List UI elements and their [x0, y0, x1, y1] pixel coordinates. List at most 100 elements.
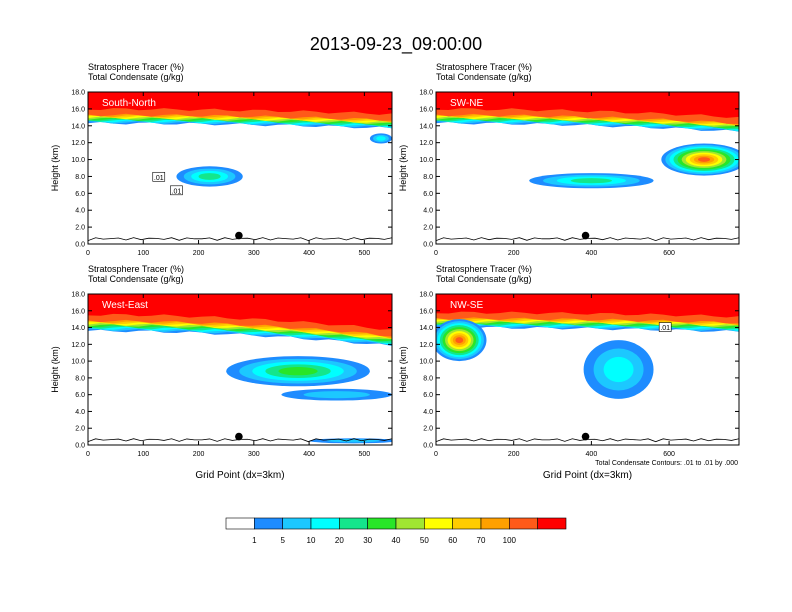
colorbar-label: 20 — [335, 536, 344, 545]
y-tick-label: 2.0 — [75, 225, 85, 232]
location-marker — [235, 231, 243, 240]
x-tick-label: 100 — [137, 451, 149, 458]
y-tick-label: 10.0 — [419, 157, 433, 164]
x-tick-label: 0 — [86, 250, 90, 257]
panel-nw-se: Stratosphere Tracer (%)Total Condensate … — [398, 264, 740, 481]
contour-label-box — [152, 171, 166, 182]
y-axis-label: Height (km) — [398, 145, 408, 192]
y-axis-label: Height (km) — [50, 346, 60, 393]
panel-title-condensate: Total Condensate (g/kg) — [436, 72, 532, 82]
tracer-patch-1-level-5 — [278, 367, 318, 376]
location-marker — [581, 432, 590, 441]
y-tick-label: 16.0 — [71, 106, 85, 113]
y-tick-label: 10.0 — [71, 157, 85, 164]
panel-title-condensate: Total Condensate (g/kg) — [88, 72, 184, 82]
y-tick-label: 2.0 — [423, 225, 433, 232]
tracer-patch-2-level-2 — [303, 391, 370, 399]
colorbar-box — [480, 517, 510, 530]
x-tick-label: 500 — [359, 451, 371, 458]
colorbar-box — [452, 517, 482, 530]
panel-label: West-East — [102, 300, 148, 311]
x-tick-label: 100 — [137, 250, 149, 257]
y-tick-label: 18.0 — [71, 292, 85, 299]
colorbar-box — [282, 517, 312, 530]
y-tick-label: 6.0 — [75, 392, 85, 399]
panel-label: SW-NE — [450, 98, 483, 109]
colorbar-box — [509, 517, 538, 530]
y-tick-label: 16.0 — [419, 308, 433, 315]
y-tick-label: 4.0 — [75, 409, 85, 416]
location-marker — [235, 432, 243, 441]
contour-label-box — [658, 322, 672, 332]
y-tick-label: 6.0 — [75, 191, 85, 198]
x-tick-label: 200 — [193, 250, 205, 257]
colorbar-box — [537, 517, 567, 530]
y-axis-label: Height (km) — [50, 145, 60, 192]
colorbar-label: 100 — [503, 536, 517, 545]
colorbar-label: 60 — [448, 536, 457, 545]
plot-area — [436, 92, 739, 244]
panel-label: South-North — [102, 98, 156, 109]
panel-west-east: Stratosphere Tracer (%)Total Condensate … — [50, 264, 393, 481]
y-tick-label: 12.0 — [419, 140, 433, 147]
panel-south-north: Stratosphere Tracer (%)Total Condensate … — [50, 62, 393, 257]
y-tick-label: 14.0 — [419, 325, 433, 332]
x-tick-label: 400 — [303, 250, 315, 257]
colorbar-box — [310, 517, 340, 530]
plot-area — [436, 294, 739, 445]
tracer-band-level-11 — [88, 294, 392, 330]
y-tick-label: 16.0 — [419, 106, 433, 113]
contour-label: .01 — [660, 325, 670, 332]
plot-frame — [435, 293, 740, 446]
colorbar: 1 5 10 20 30 40 50 60 70 100 — [225, 517, 567, 545]
colorbar-label: 40 — [392, 536, 401, 545]
y-tick-label: 0.0 — [423, 242, 433, 249]
y-tick-label: 14.0 — [71, 123, 85, 130]
y-tick-label: 4.0 — [423, 208, 433, 215]
y-tick-label: 0.0 — [75, 443, 85, 450]
x-tick-label: 0 — [86, 451, 90, 458]
tracer-band-level-11 — [436, 294, 739, 318]
x-tick-label: 400 — [303, 451, 315, 458]
y-tick-label: 0.0 — [423, 443, 433, 450]
tracer-band-level-11 — [88, 92, 392, 115]
x-tick-label: 600 — [663, 451, 675, 458]
tracer-patch-1-level-10 — [455, 337, 464, 344]
x-tick-label: 600 — [663, 250, 675, 257]
y-tick-label: 2.0 — [75, 426, 85, 433]
y-tick-label: 6.0 — [423, 191, 433, 198]
y-tick-label: 8.0 — [75, 375, 85, 382]
x-tick-label: 200 — [193, 451, 205, 458]
y-tick-label: 8.0 — [423, 375, 433, 382]
x-tick-label: 400 — [586, 451, 598, 458]
y-tick-label: 10.0 — [419, 359, 433, 366]
panel-sw-ne: Stratosphere Tracer (%)Total Condensate … — [398, 62, 740, 257]
y-tick-label: 12.0 — [71, 140, 85, 147]
contour-label: .01 — [172, 188, 182, 195]
panel-title-condensate: Total Condensate (g/kg) — [436, 274, 532, 284]
x-tick-label: 200 — [508, 250, 520, 257]
colorbar-box — [367, 517, 397, 530]
colorbar-box — [395, 517, 425, 530]
plot-area — [88, 92, 392, 244]
tracer-patch-1-level-4 — [198, 173, 221, 180]
x-tick-label: 200 — [508, 451, 520, 458]
colorbar-label: 30 — [363, 536, 372, 545]
y-tick-label: 2.0 — [423, 426, 433, 433]
y-tick-label: 4.0 — [423, 409, 433, 416]
y-tick-label: 18.0 — [71, 90, 85, 97]
x-tick-label: 400 — [586, 250, 598, 257]
x-axis-label: Grid Point (dx=3km) — [195, 470, 284, 481]
y-tick-label: 16.0 — [71, 308, 85, 315]
x-tick-label: 300 — [248, 250, 260, 257]
colorbar-box — [254, 517, 283, 530]
colorbar-label: 70 — [477, 536, 486, 545]
y-tick-label: 18.0 — [419, 292, 433, 299]
y-tick-label: 14.0 — [419, 123, 433, 130]
y-axis-label: Height (km) — [398, 346, 408, 393]
panel-title-tracer: Stratosphere Tracer (%) — [436, 62, 532, 72]
plot-frame — [435, 91, 740, 245]
panel-title-tracer: Stratosphere Tracer (%) — [88, 62, 184, 72]
colorbar-box — [225, 517, 255, 530]
